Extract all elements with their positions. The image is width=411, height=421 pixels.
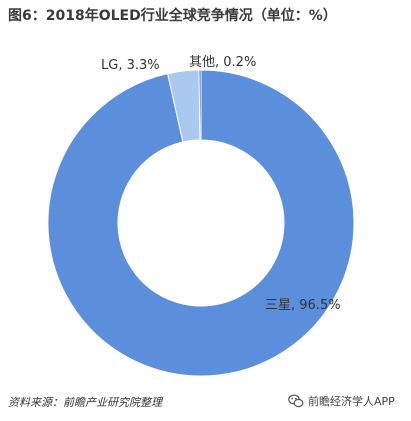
slice-label-3: 其他, 0.2% xyxy=(189,55,256,70)
slice-label-2: LG, 3.3% xyxy=(101,58,160,73)
slice-1 xyxy=(47,69,355,377)
source-note: 资料来源：前瞻产业研究院整理 xyxy=(8,396,162,409)
wechat-logo-icon xyxy=(288,394,304,408)
brand-name: 前瞻经济学人APP xyxy=(308,395,395,408)
slice-3 xyxy=(198,69,202,141)
slice-label-1: 三星, 96.5% xyxy=(265,298,341,313)
donut-slices xyxy=(47,69,355,377)
chart-title: 图6：2018年OLED行业全球竞争情况（单位：%） xyxy=(8,8,337,24)
brand-watermark: 前瞻经济学人APP xyxy=(288,390,395,412)
donut-labels: 三星, 96.5% LG, 3.3% 其他, 0.2% xyxy=(101,55,341,313)
